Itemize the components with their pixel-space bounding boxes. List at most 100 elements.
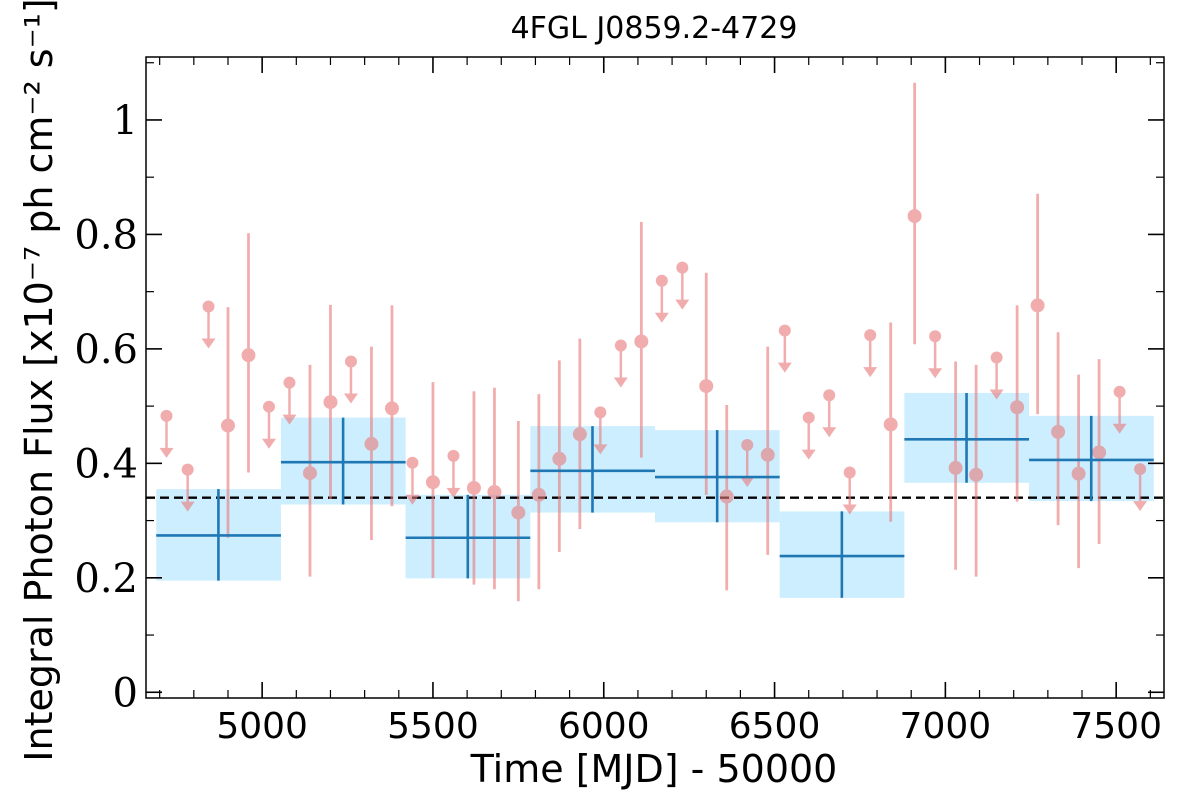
upper-limit-arrow <box>446 487 461 498</box>
y-tick-label: 0 <box>113 670 138 716</box>
monthly-detection <box>323 304 338 499</box>
monthly-points <box>159 82 1148 602</box>
monthly-detection <box>425 382 440 578</box>
upper-limit-point <box>344 355 357 368</box>
upper-limit-arrow <box>180 501 195 512</box>
upper-limit-point <box>406 456 419 469</box>
upper-limit-arrow <box>740 477 755 488</box>
detection-point <box>883 417 898 432</box>
upper-limit-point <box>447 449 460 462</box>
monthly-detection <box>572 338 587 530</box>
x-tick-label: 6000 <box>558 706 650 747</box>
detection-point <box>241 348 256 363</box>
chart-title: 4FGL J0859.2-4729 <box>511 11 798 46</box>
x-tick-label: 6500 <box>729 706 821 747</box>
detection-point <box>969 467 984 482</box>
axis-ticks: 5000 5500 6000 6500 7000 7500 0 0.2 0.4 0.6 0.8 1 <box>74 57 1164 747</box>
upper-limit-point <box>864 329 877 342</box>
detection-point <box>487 484 502 499</box>
upper-limit-marker <box>593 406 608 455</box>
upper-limit-point <box>843 466 856 479</box>
monthly-detection <box>760 346 775 555</box>
yearly-bin-cross <box>655 430 780 523</box>
monthly-detection <box>1092 359 1107 545</box>
y-tick-label: 0.6 <box>74 327 138 373</box>
upper-limit-arrow <box>343 393 358 404</box>
upper-limit-point <box>181 463 194 476</box>
upper-limit-arrow <box>405 494 420 505</box>
upper-limit-arrow <box>654 312 669 323</box>
upper-limit-arrow <box>801 449 816 460</box>
upper-limit-marker <box>822 389 837 438</box>
monthly-detection <box>948 361 963 570</box>
monthly-detection <box>487 387 502 590</box>
yearly-bin-cross <box>405 494 531 579</box>
monthly-detection <box>1010 305 1025 502</box>
monthly-detection <box>719 404 734 591</box>
upper-limit-marker <box>863 329 878 378</box>
monthly-detection <box>699 272 714 495</box>
upper-limit-marker <box>842 466 857 515</box>
detection-point <box>220 418 235 433</box>
monthly-detection <box>241 233 256 473</box>
upper-limit-arrow <box>201 338 216 349</box>
upper-limit-marker <box>777 324 792 373</box>
monthly-detection <box>466 391 481 585</box>
detection-point <box>1030 298 1045 313</box>
upper-limit-point <box>802 411 815 424</box>
upper-limit-arrow <box>928 368 943 379</box>
upper-limit-marker <box>989 351 1004 400</box>
detection-point <box>1010 400 1025 415</box>
upper-limit-arrow <box>863 367 878 378</box>
upper-limit-marker <box>675 261 690 310</box>
detection-point <box>511 505 526 520</box>
monthly-detection <box>883 322 898 522</box>
upper-limit-point <box>676 261 689 274</box>
monthly-detection <box>1051 332 1066 526</box>
detection-point <box>302 466 317 481</box>
upper-limit-marker <box>180 463 195 512</box>
monthly-detection <box>302 364 317 577</box>
detection-point <box>466 480 481 495</box>
detection-point <box>384 401 399 416</box>
monthly-detection <box>1030 193 1045 415</box>
yearly-bin-cross <box>280 417 406 505</box>
monthly-detection <box>969 364 984 577</box>
detection-point <box>760 447 775 462</box>
upper-limit-arrow <box>282 414 297 425</box>
monthly-detection <box>1071 374 1086 569</box>
monthly-detection <box>634 221 649 458</box>
upper-limit-marker <box>261 400 276 449</box>
upper-limit-marker <box>159 409 174 458</box>
upper-limit-point <box>614 339 627 352</box>
upper-limit-point <box>1113 385 1126 398</box>
y-tick-label: 0.2 <box>74 556 138 602</box>
monthly-detection <box>364 346 379 541</box>
upper-limit-marker <box>201 300 216 349</box>
upper-limit-arrow <box>777 362 792 373</box>
yearly-bin-cross <box>530 426 655 513</box>
detection-point <box>699 379 714 394</box>
upper-limit-point <box>283 376 296 389</box>
upper-limit-marker <box>446 449 461 498</box>
yearly-bin-cross <box>156 489 281 581</box>
monthly-detection <box>511 420 526 602</box>
upper-limit-arrow <box>1112 423 1127 434</box>
upper-limit-point <box>929 330 942 343</box>
yearly-bin-bands <box>156 392 1154 598</box>
upper-limit-point <box>594 406 607 419</box>
upper-limit-arrow <box>1133 501 1148 512</box>
detection-point <box>907 209 922 224</box>
yearly-bin-cross <box>779 511 905 598</box>
x-tick-label: 7500 <box>1070 706 1162 747</box>
upper-limit-arrow <box>593 444 608 455</box>
upper-limit-marker <box>343 355 358 404</box>
x-tick-label: 7000 <box>900 706 992 747</box>
x-tick-label: 5500 <box>387 706 479 747</box>
upper-limit-point <box>741 439 754 452</box>
detection-point <box>1051 424 1066 439</box>
upper-limit-marker <box>405 456 420 505</box>
detection-point <box>634 334 649 349</box>
x-axis-label: Time [MJD] - 50000 <box>470 747 838 791</box>
